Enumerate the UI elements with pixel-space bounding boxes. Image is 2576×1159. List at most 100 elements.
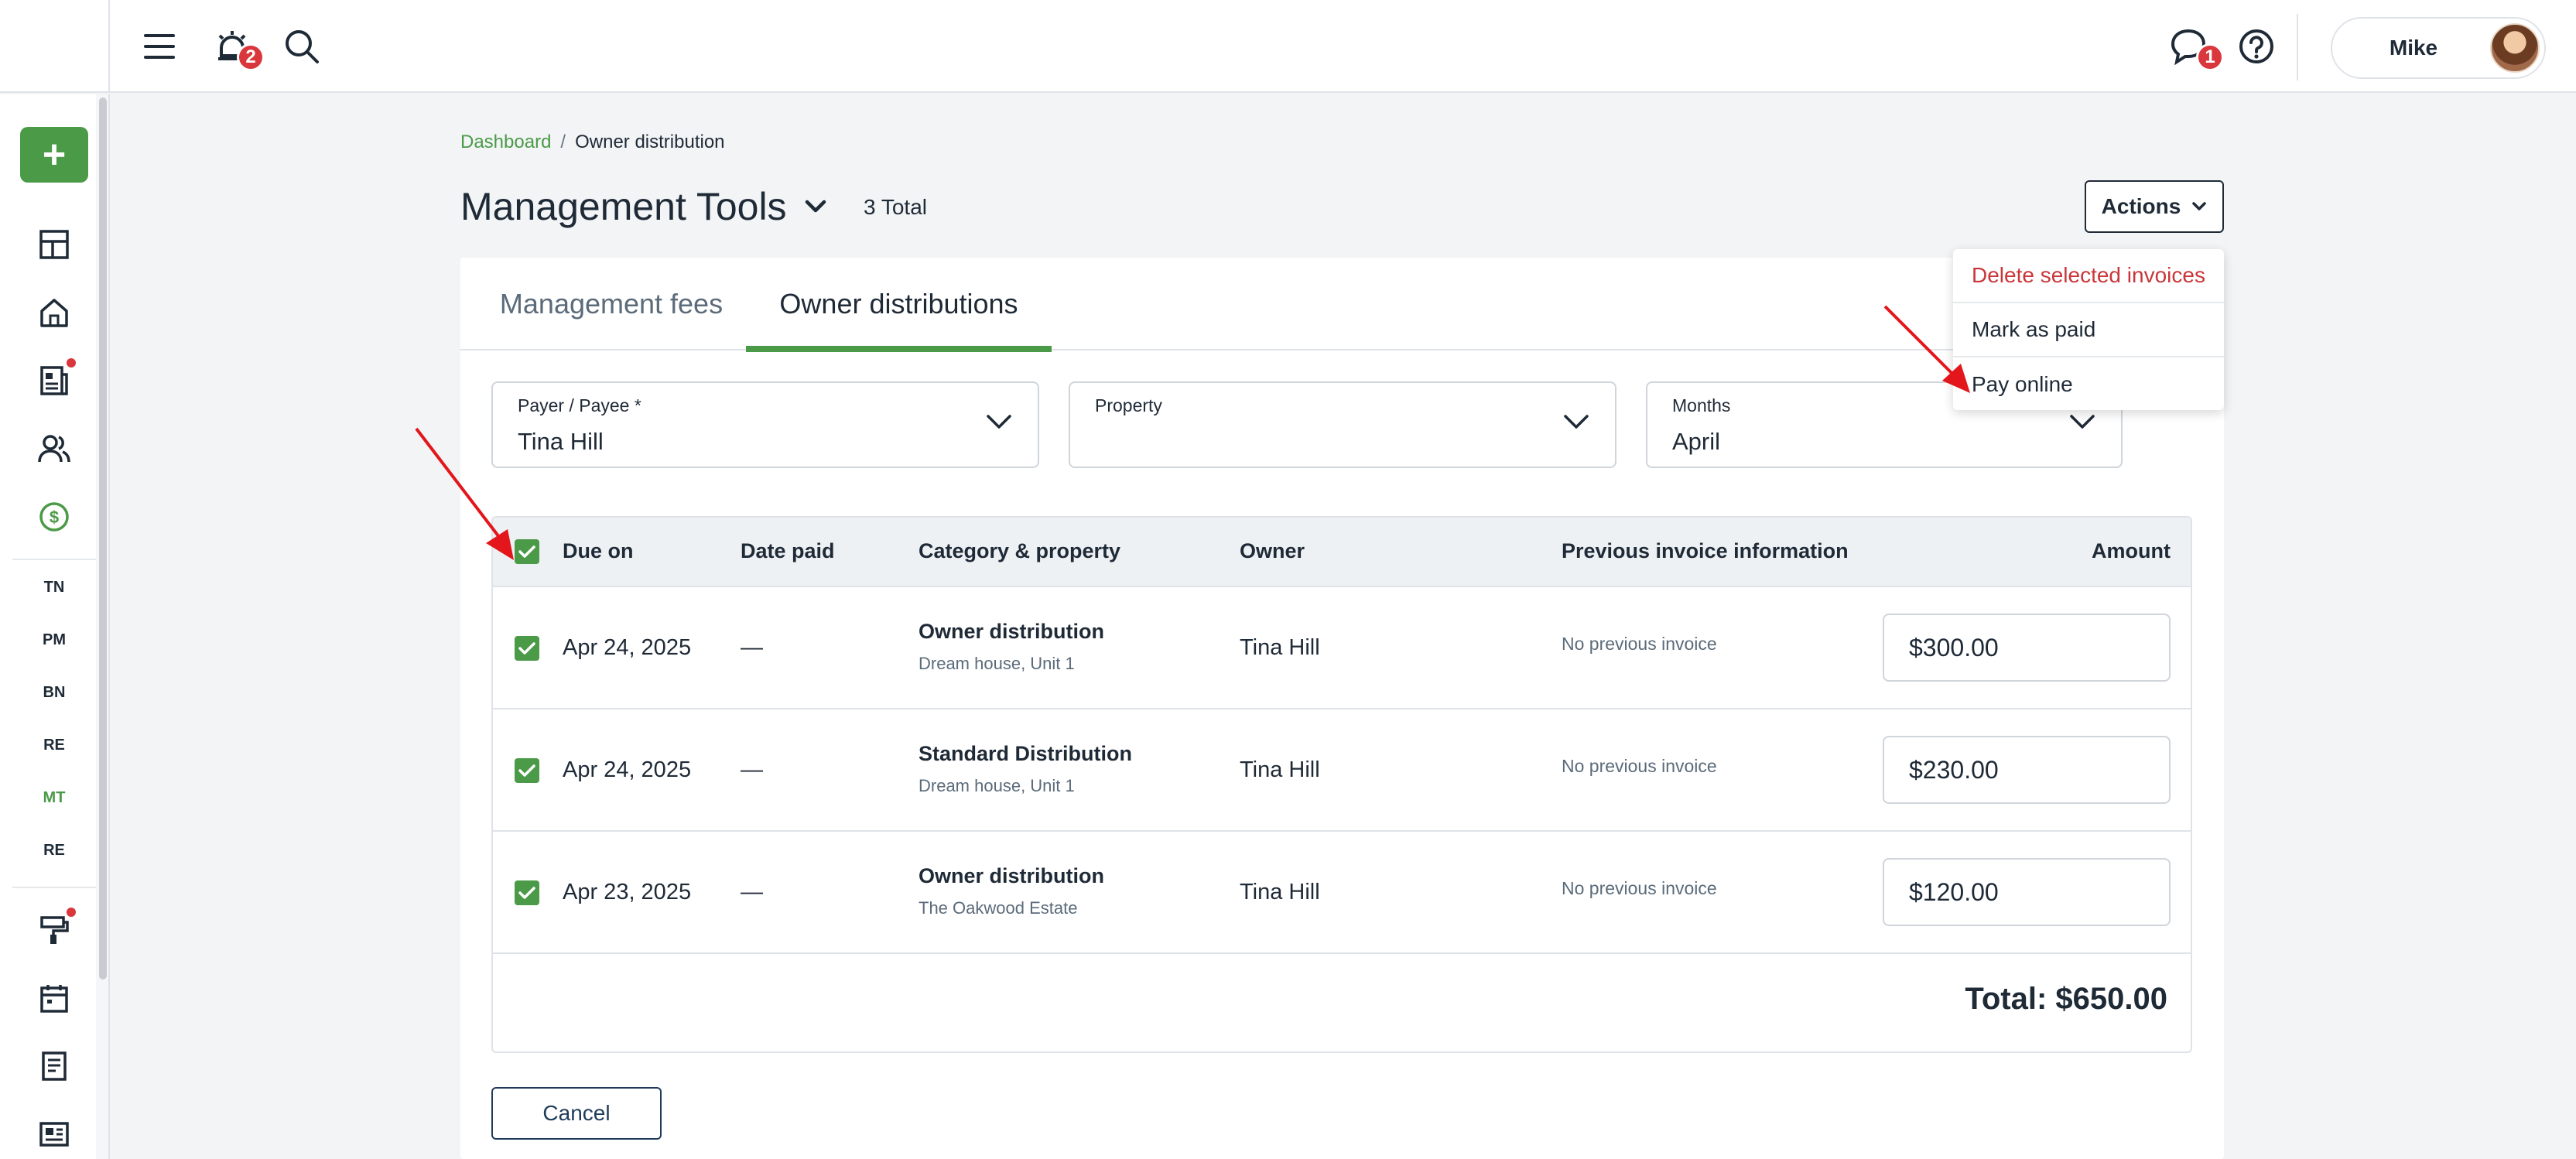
column-previous-invoice[interactable]: Previous invoice information: [1562, 539, 1849, 562]
pay-online-item[interactable]: Pay online: [1972, 372, 2073, 396]
date-paid: —: [741, 757, 763, 782]
dashboard-icon[interactable]: [32, 223, 76, 266]
category: Standard Distribution: [919, 742, 1132, 765]
previous-invoice: No previous invoice: [1562, 878, 1717, 898]
delete-selected-invoices-item[interactable]: Delete selected invoices: [1953, 249, 2224, 303]
sidebar-item-bn[interactable]: BN: [43, 684, 66, 701]
page-title: Management Tools: [460, 185, 787, 228]
home-icon[interactable]: [32, 291, 76, 334]
avatar: [2490, 23, 2540, 73]
topbar-divider: [2297, 14, 2298, 80]
chat-icon[interactable]: [2167, 25, 2210, 68]
tab-owner-distributions[interactable]: Owner distributions: [746, 258, 1052, 352]
chevron-down-icon: [2191, 201, 2207, 212]
months-label: Months: [1672, 395, 1731, 415]
calendar-icon[interactable]: [32, 976, 76, 1020]
total-count: 3 Total: [864, 195, 927, 219]
menu-icon[interactable]: [139, 23, 180, 70]
row-checkbox[interactable]: [515, 880, 539, 905]
payer-payee-label: Payer / Payee *: [518, 395, 641, 415]
previous-invoice: No previous invoice: [1562, 756, 1717, 776]
table-row: Apr 24, 2025 — Owner distribution Dream …: [493, 587, 2191, 709]
maintenance-alert-dot: [67, 908, 76, 917]
category: Owner distribution: [919, 864, 1104, 887]
due-on: Apr 24, 2025: [563, 635, 692, 660]
payer-payee-select[interactable]: Payer / Payee * Tina Hill: [491, 381, 1039, 468]
sidebar: [0, 94, 96, 1159]
sidebar-item-re-2[interactable]: RE: [43, 842, 65, 859]
column-owner[interactable]: Owner: [1240, 539, 1305, 562]
actions-button[interactable]: Actions: [2085, 180, 2224, 233]
total-amount: Total: $650.00: [1965, 982, 2167, 1016]
svg-text:$: $: [50, 508, 59, 527]
notes-icon[interactable]: [32, 1044, 76, 1088]
search-icon[interactable]: [282, 25, 322, 68]
row-checkbox[interactable]: [515, 758, 539, 783]
chevron-down-icon: [1562, 412, 1590, 435]
amount-input[interactable]: $230.00: [1883, 736, 2171, 804]
due-on: Apr 24, 2025: [563, 757, 692, 782]
months-value: April: [1672, 428, 1721, 455]
sidebar-item-pm[interactable]: PM: [43, 631, 66, 648]
column-category-property[interactable]: Category & property: [919, 539, 1121, 562]
finance-icon[interactable]: $: [32, 495, 76, 538]
column-date-paid[interactable]: Date paid: [741, 539, 835, 562]
notifications-badge: 2: [237, 43, 265, 71]
breadcrumb: Dashboard / Owner distribution: [460, 132, 725, 153]
tabs: Management fees Owner distributions: [460, 258, 2224, 352]
property-select[interactable]: Property: [1069, 381, 1616, 468]
previous-invoice: No previous invoice: [1562, 634, 1717, 654]
owner: Tina Hill: [1240, 757, 1320, 782]
sidebar-divider: [12, 559, 96, 560]
newspaper-icon[interactable]: [32, 1113, 76, 1156]
actions-menu: Delete selected invoices Mark as paid Pa…: [1953, 249, 2224, 410]
date-paid: —: [741, 880, 763, 904]
row-checkbox[interactable]: [515, 636, 539, 661]
help-icon[interactable]: [2235, 25, 2278, 68]
due-on: Apr 23, 2025: [563, 880, 692, 904]
table-row: Apr 24, 2025 — Standard Distribution Dre…: [493, 709, 2191, 832]
breadcrumb-dashboard-link[interactable]: Dashboard: [460, 132, 552, 152]
invoices-table: Due on Date paid Category & property Own…: [491, 516, 2192, 1053]
breadcrumb-separator: /: [560, 132, 566, 152]
documents-icon[interactable]: [32, 359, 76, 402]
paint-roller-icon[interactable]: [32, 908, 76, 952]
add-button[interactable]: +: [20, 127, 88, 183]
chevron-down-icon: [2068, 412, 2096, 435]
sidebar-scroll-thumb[interactable]: [99, 97, 107, 980]
top-bar: 2 1 Mike: [0, 0, 2576, 93]
property: Dream house, Unit 1: [919, 654, 1075, 673]
table-header: Due on Date paid Category & property Own…: [493, 518, 2191, 587]
payer-payee-value: Tina Hill: [518, 428, 604, 455]
mark-as-paid-item[interactable]: Mark as paid: [1953, 303, 2224, 357]
category: Owner distribution: [919, 620, 1104, 643]
column-amount[interactable]: Amount: [2092, 539, 2171, 562]
breadcrumb-current: Owner distribution: [575, 132, 725, 152]
select-all-checkbox[interactable]: [515, 539, 539, 564]
user-name: Mike: [2389, 36, 2438, 60]
people-icon[interactable]: [32, 427, 76, 470]
brand-slot: [0, 0, 110, 93]
property-label: Property: [1095, 395, 1162, 415]
chevron-down-icon: [985, 412, 1013, 435]
sidebar-item-re[interactable]: RE: [43, 737, 65, 754]
page-title-selector[interactable]: Management Tools: [460, 184, 827, 229]
messages-badge: 1: [2196, 43, 2224, 71]
amount-input[interactable]: $120.00: [1883, 858, 2171, 926]
user-menu[interactable]: Mike: [2331, 17, 2546, 79]
property: The Oakwood Estate: [919, 898, 1078, 918]
date-paid: —: [741, 635, 763, 660]
sidebar-item-mt[interactable]: MT: [43, 789, 66, 806]
sidebar-item-tn[interactable]: TN: [43, 579, 65, 596]
tab-label: Owner distributions: [779, 288, 1018, 320]
actions-label: Actions: [2101, 194, 2181, 218]
amount-input[interactable]: $300.00: [1883, 614, 2171, 682]
sidebar-scrollbar[interactable]: [96, 94, 110, 1159]
chevron-down-icon: [804, 199, 827, 214]
tab-management-fees[interactable]: Management fees: [491, 258, 731, 350]
owner: Tina Hill: [1240, 635, 1320, 660]
table-row: Apr 23, 2025 — Owner distribution The Oa…: [493, 832, 2191, 954]
active-tab-indicator: [746, 346, 1052, 352]
cancel-button[interactable]: Cancel: [491, 1087, 662, 1140]
column-due-on[interactable]: Due on: [563, 539, 634, 562]
